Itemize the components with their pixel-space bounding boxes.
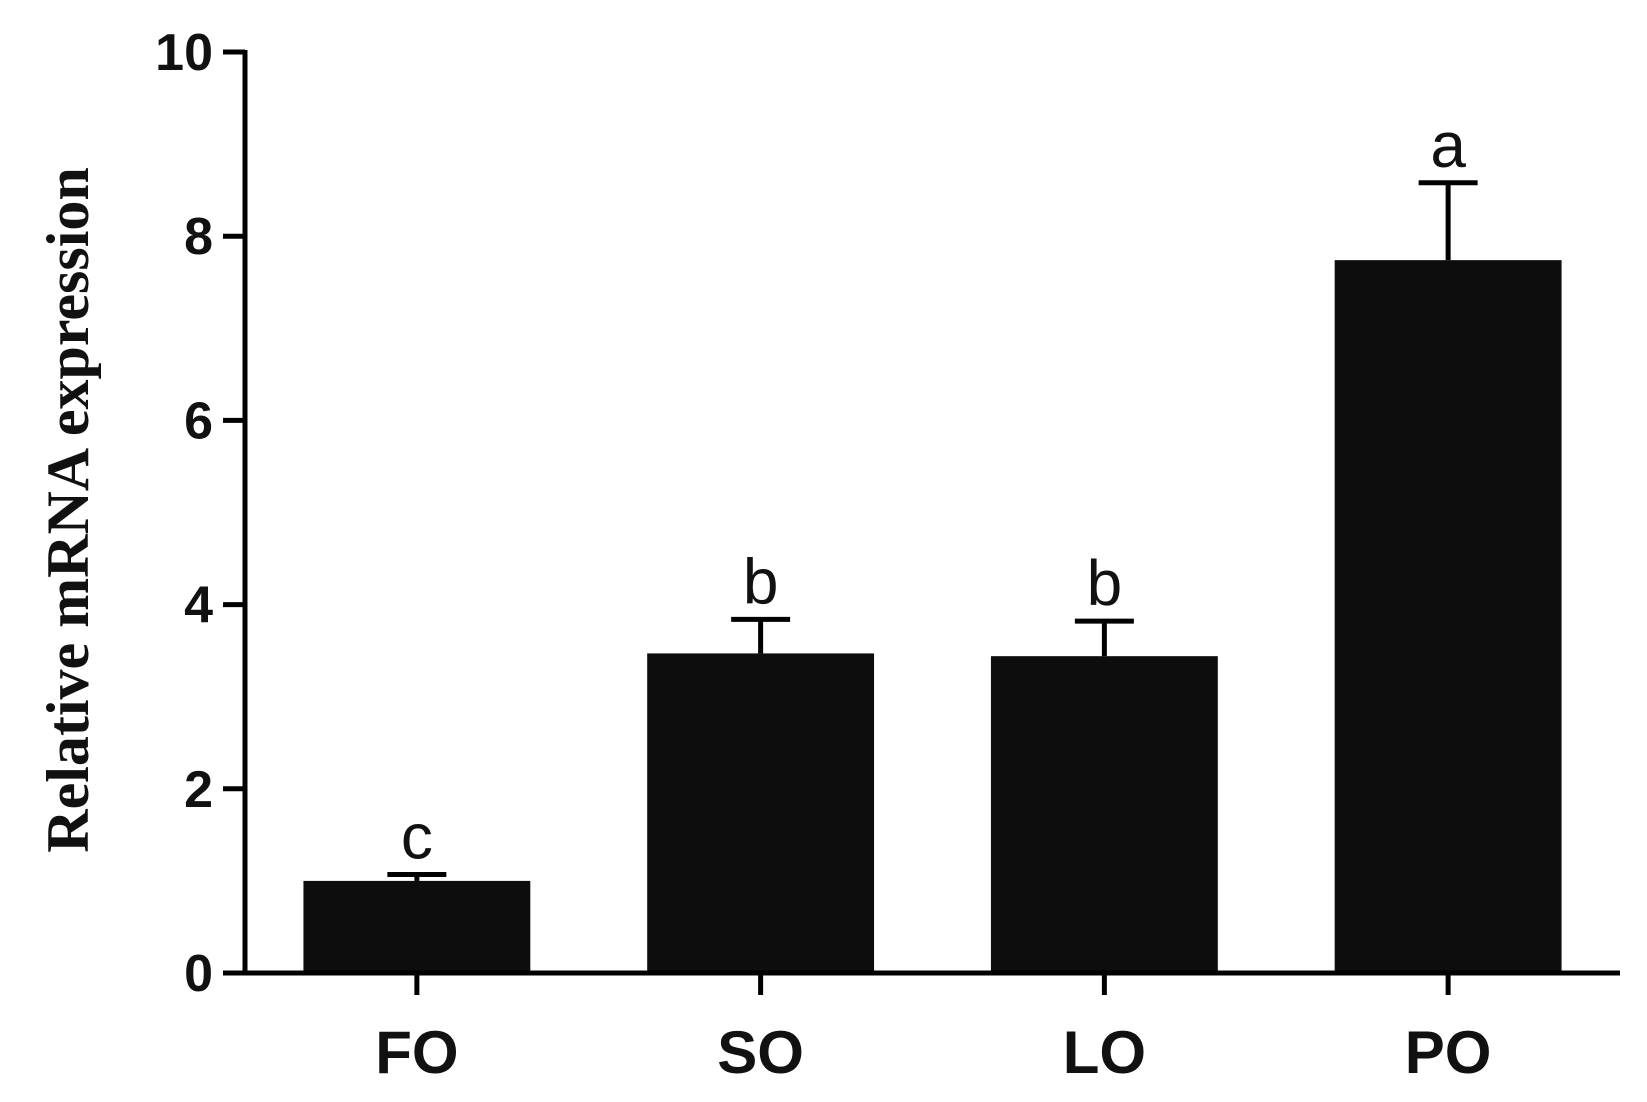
bar-fo — [303, 880, 531, 973]
x-ticks: FO SO LO PO — [375, 973, 1491, 1086]
y-tick-label: 10 — [155, 24, 213, 82]
significance-label: a — [1430, 109, 1466, 181]
y-tick-label: 2 — [184, 761, 213, 819]
bar-lo — [990, 656, 1218, 973]
axes-layer — [242, 50, 1620, 976]
bars-layer: c b b a — [303, 109, 1562, 973]
bar-so — [647, 653, 875, 973]
y-tick-label: 8 — [184, 208, 213, 266]
x-tick-label: SO — [717, 1019, 804, 1086]
y-ticks: 0 2 4 6 8 10 — [155, 24, 245, 1003]
significance-label: b — [743, 545, 779, 617]
significance-label: b — [1087, 547, 1123, 619]
y-axis-label: Relative mRNA expression — [35, 167, 101, 853]
bar-po — [1334, 260, 1562, 973]
significance-label: c — [401, 800, 433, 872]
x-tick-label: LO — [1063, 1019, 1146, 1086]
y-tick-label: 4 — [184, 577, 213, 635]
y-tick-label: 6 — [184, 392, 213, 450]
x-tick-label: FO — [375, 1019, 458, 1086]
x-tick-label: PO — [1405, 1019, 1492, 1086]
y-tick-label: 0 — [184, 945, 213, 1003]
